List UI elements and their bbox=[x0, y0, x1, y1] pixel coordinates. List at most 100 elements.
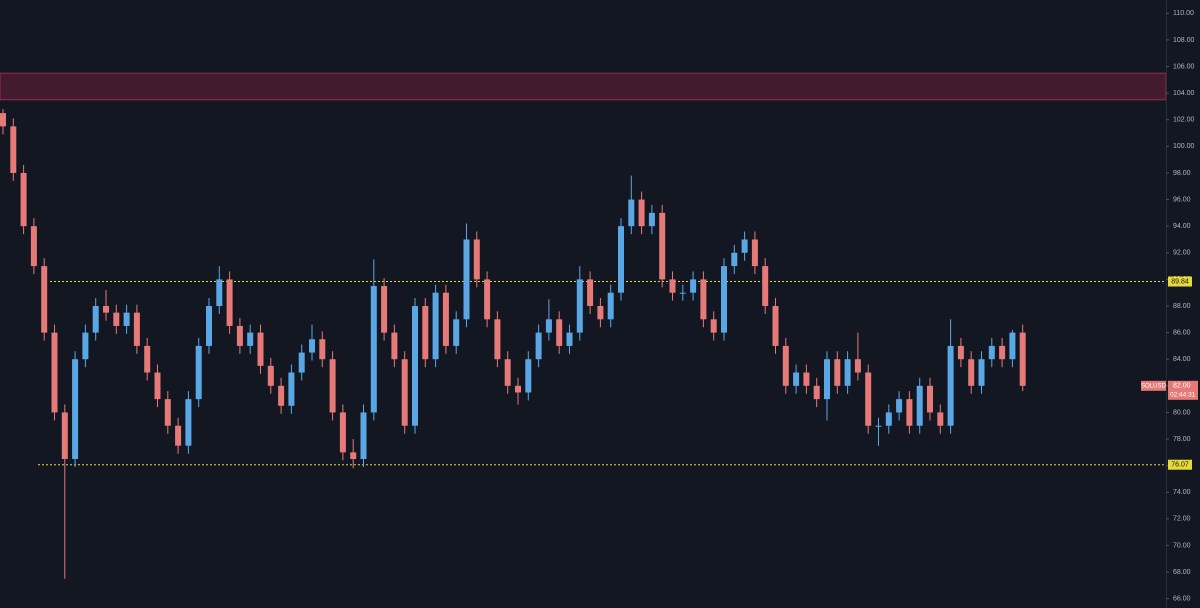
candle-body bbox=[937, 412, 944, 426]
candle-body bbox=[710, 319, 717, 333]
candle-body bbox=[957, 345, 964, 360]
candle-body bbox=[319, 339, 326, 360]
candle-body bbox=[82, 332, 89, 360]
symbol-label: SOLUSD bbox=[1141, 383, 1166, 389]
candle-body bbox=[216, 279, 223, 306]
candle-body bbox=[813, 385, 820, 400]
y-tick-label: 74.00 bbox=[1173, 489, 1191, 496]
candle-body bbox=[309, 339, 315, 353]
y-tick-label: 84.00 bbox=[1173, 356, 1191, 363]
candle-body bbox=[51, 332, 58, 413]
candle-body bbox=[195, 345, 202, 400]
candle-body bbox=[41, 266, 48, 333]
candle-body bbox=[133, 312, 140, 346]
candle-body bbox=[628, 199, 635, 227]
candle-body bbox=[267, 365, 274, 386]
candle-body bbox=[298, 352, 305, 373]
y-tick-label: 100.00 bbox=[1173, 143, 1195, 150]
candle-body bbox=[10, 126, 17, 173]
candle-body bbox=[381, 286, 388, 333]
candle-body bbox=[988, 345, 995, 360]
y-tick-label: 68.00 bbox=[1173, 569, 1191, 576]
candle-body bbox=[535, 332, 542, 360]
candle-body bbox=[30, 226, 37, 267]
candle-body bbox=[515, 385, 521, 393]
candle-body bbox=[999, 345, 1006, 360]
y-tick-label: 98.00 bbox=[1173, 170, 1191, 177]
candle-body bbox=[278, 385, 285, 406]
candle-body bbox=[226, 279, 233, 326]
y-tick-label: 104.00 bbox=[1173, 90, 1195, 97]
candle-body bbox=[206, 305, 212, 346]
candle-body bbox=[185, 399, 192, 446]
candle-body bbox=[236, 325, 243, 346]
y-tick-label: 106.00 bbox=[1173, 63, 1195, 70]
candle-body bbox=[422, 305, 429, 360]
candle-body bbox=[484, 279, 491, 320]
candle-body bbox=[257, 332, 264, 366]
y-tick-label: 110.00 bbox=[1173, 10, 1194, 17]
candle-body bbox=[350, 452, 357, 459]
candle-body bbox=[618, 226, 624, 293]
y-tick-label: 86.00 bbox=[1173, 329, 1191, 336]
candle-body bbox=[669, 279, 676, 293]
price-tag bbox=[1168, 380, 1198, 400]
candle-body bbox=[494, 319, 501, 360]
y-tick-label: 66.00 bbox=[1173, 596, 1191, 603]
y-tick-label: 92.00 bbox=[1173, 250, 1191, 257]
y-tick-label: 80.00 bbox=[1173, 409, 1191, 416]
candle-body bbox=[721, 266, 727, 333]
candle-body bbox=[597, 305, 604, 320]
candle-body bbox=[896, 399, 903, 413]
candle-body bbox=[504, 359, 511, 386]
zone bbox=[0, 72, 1167, 101]
y-tick-label: 88.00 bbox=[1173, 303, 1191, 310]
candle-body bbox=[1009, 332, 1016, 360]
candle-body bbox=[731, 252, 738, 267]
candle-body bbox=[1019, 332, 1026, 386]
candle-body bbox=[762, 266, 769, 306]
candle-body bbox=[113, 312, 120, 326]
candle-body bbox=[391, 332, 398, 360]
candle-body bbox=[360, 412, 367, 459]
candle-body bbox=[751, 239, 758, 267]
candle-body bbox=[824, 359, 830, 400]
candle-body bbox=[61, 412, 68, 459]
candle-body bbox=[885, 412, 892, 426]
candle-body bbox=[72, 359, 79, 459]
candle-body bbox=[566, 332, 573, 346]
level-label: 76.07 bbox=[1171, 462, 1189, 469]
candle-body bbox=[587, 279, 594, 306]
candle-body bbox=[432, 292, 439, 360]
candle-body bbox=[875, 425, 882, 427]
candle-body bbox=[339, 412, 346, 453]
candle-body bbox=[844, 359, 851, 386]
candle-body bbox=[782, 345, 789, 386]
candle-body bbox=[927, 385, 933, 413]
candle-body bbox=[906, 399, 913, 426]
y-tick-label: 102.00 bbox=[1173, 117, 1195, 124]
candle-body bbox=[144, 345, 151, 373]
candle-body bbox=[865, 372, 872, 426]
candle-body bbox=[154, 372, 161, 400]
candle-body bbox=[556, 319, 563, 346]
candle-body bbox=[92, 305, 99, 333]
candle-body bbox=[659, 212, 666, 280]
last-price-label: 82.00 bbox=[1173, 383, 1191, 390]
candle-body bbox=[700, 279, 707, 320]
y-tick-label: 94.00 bbox=[1173, 223, 1191, 230]
candle-body bbox=[916, 385, 923, 426]
y-tick-label: 72.00 bbox=[1173, 516, 1191, 523]
candle-body bbox=[638, 199, 645, 227]
candle-body bbox=[453, 319, 460, 346]
level-tag bbox=[1168, 459, 1192, 470]
candle-body bbox=[329, 359, 336, 413]
candle-body bbox=[854, 359, 861, 373]
candle-body bbox=[0, 113, 6, 127]
candle-body bbox=[412, 305, 418, 426]
level-label: 89.84 bbox=[1171, 278, 1189, 285]
candle-body bbox=[370, 286, 377, 413]
candle-body bbox=[545, 319, 552, 333]
y-tick-label: 96.00 bbox=[1173, 196, 1191, 203]
